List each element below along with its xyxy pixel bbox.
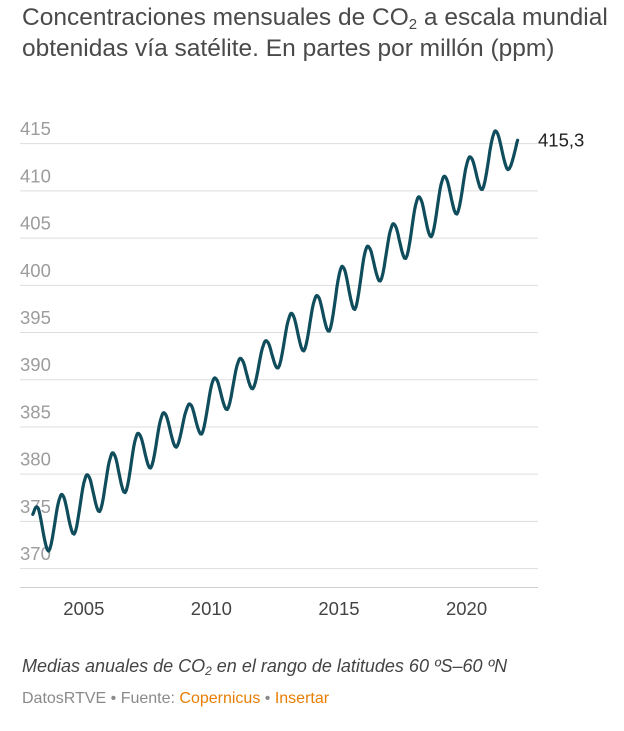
- x-axis-ticks: 2005 2010 2015 2020: [63, 598, 487, 619]
- chart-title: Concentraciones mensuales de CO2 a escal…: [22, 2, 612, 64]
- brand-label: DatosRTVE: [22, 690, 107, 707]
- separator-1: •: [106, 690, 121, 707]
- title-text: Concentraciones mensuales de CO: [22, 4, 409, 31]
- y-tick-label: 390: [20, 354, 51, 375]
- y-tick-label: 370: [20, 543, 51, 564]
- caption-text-rest: en el rango de latitudes 60 ºS–60 ºN: [211, 656, 508, 676]
- x-tick-label: 2005: [63, 598, 104, 619]
- end-value-label: 415,3: [538, 129, 584, 150]
- title-text-rest: a escala mundial obtenidas vía satélite.…: [22, 4, 608, 62]
- source-link[interactable]: Copernicus: [179, 690, 261, 707]
- y-tick-label: 405: [20, 213, 51, 234]
- footer: DatosRTVE • Fuente: Copernicus • Inserta…: [22, 690, 329, 708]
- source-label: Fuente:: [120, 690, 180, 707]
- y-tick-label: 395: [20, 307, 51, 328]
- caption-subscript: 2: [205, 664, 212, 678]
- y-tick-label: 380: [20, 449, 51, 470]
- embed-link[interactable]: Insertar: [274, 690, 330, 707]
- title-subscript: 2: [408, 16, 418, 33]
- y-tick-label: 415: [20, 118, 51, 139]
- y-tick-label: 385: [20, 401, 51, 422]
- caption-text: Medias anuales de CO: [22, 656, 206, 676]
- y-tick-label: 410: [20, 165, 51, 186]
- co2-series-line: [31, 129, 520, 553]
- x-tick-label: 2020: [446, 598, 487, 619]
- gridlines: [20, 143, 538, 588]
- chart-caption: Medias anuales de CO2 en el rango de lat…: [22, 656, 507, 677]
- series-group: [31, 129, 520, 553]
- x-tick-label: 2010: [191, 598, 232, 619]
- y-tick-label: 400: [20, 260, 51, 281]
- x-tick-label: 2015: [318, 598, 359, 619]
- separator-2: •: [260, 690, 275, 707]
